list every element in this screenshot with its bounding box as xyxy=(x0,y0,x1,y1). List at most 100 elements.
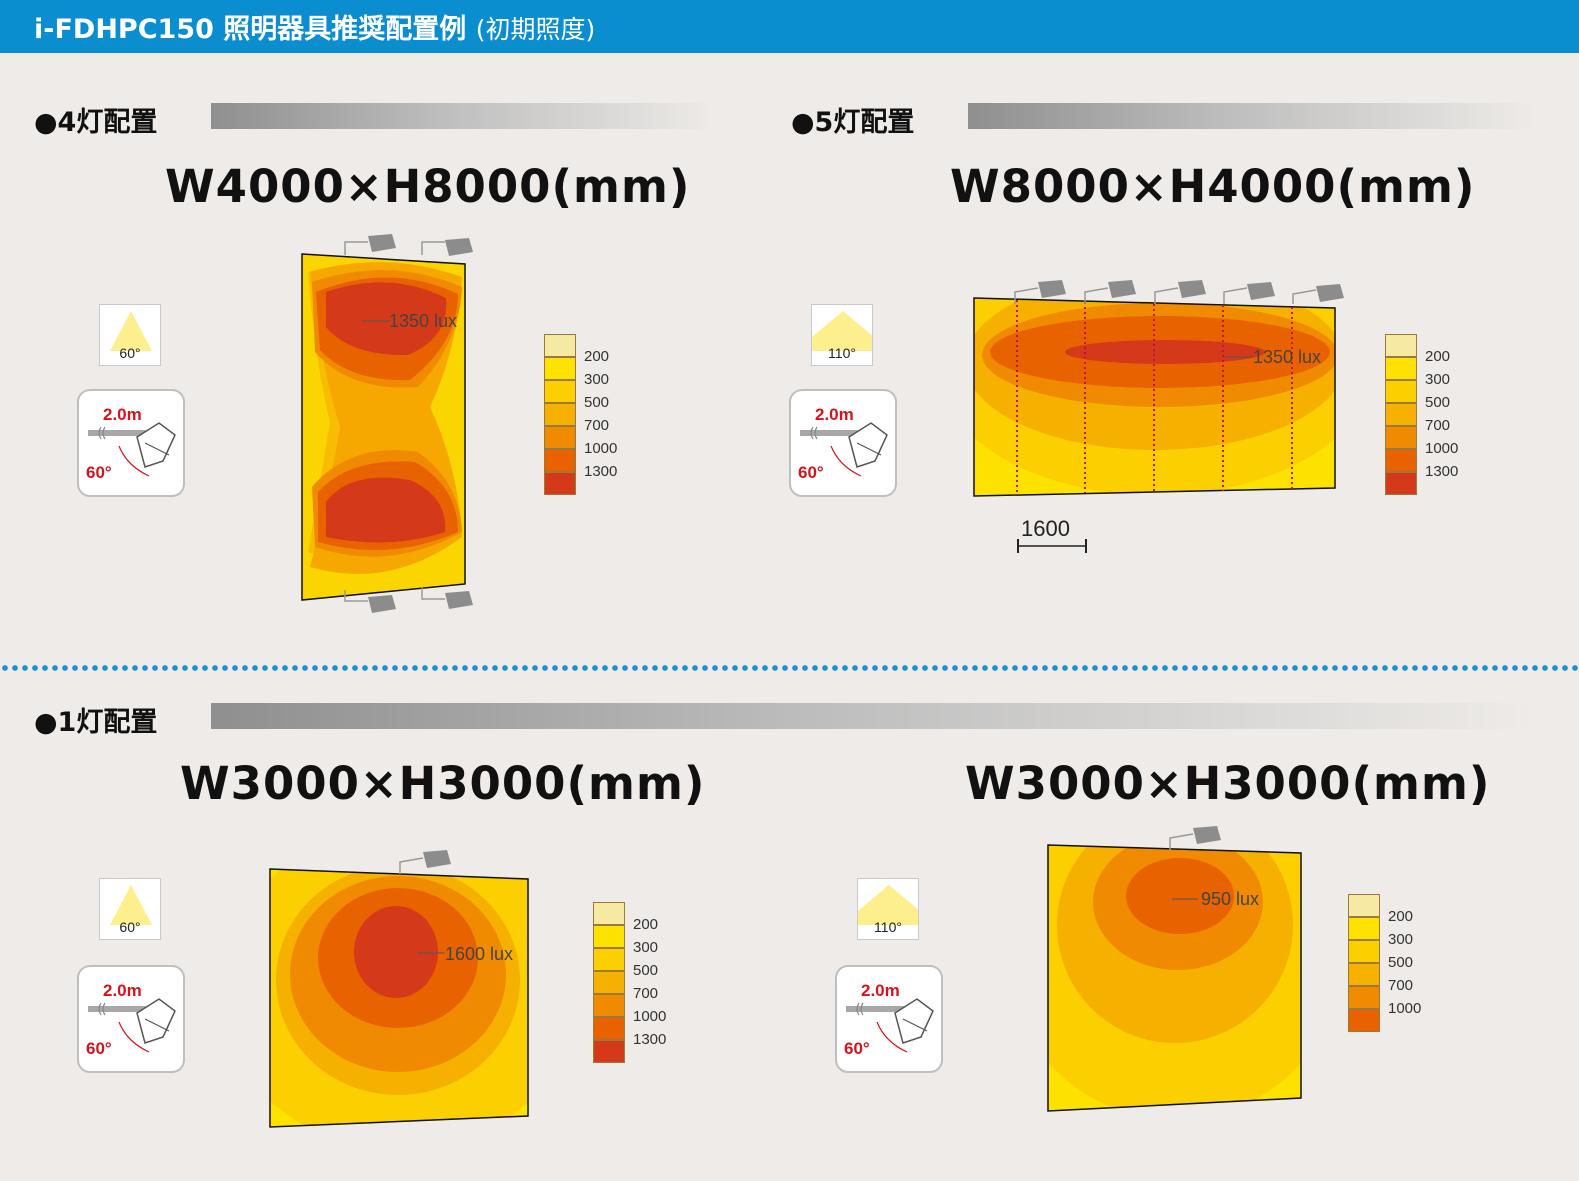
legend-swatch xyxy=(593,994,625,1017)
section-label-1-lamp: ●1灯配置 xyxy=(34,707,158,738)
legend-value: 300 xyxy=(633,939,659,956)
floodlight-mount-icon xyxy=(88,422,176,477)
mount-height-label: 2.0m xyxy=(815,405,854,424)
isolux-5-lamps xyxy=(973,297,1336,497)
legend-value: 500 xyxy=(1388,954,1414,971)
floodlight-icon xyxy=(1292,284,1344,304)
legend-swatch xyxy=(544,380,576,403)
legend-swatch xyxy=(593,1040,625,1063)
legend-swatch xyxy=(1385,403,1417,426)
beam-angle-label: 60° xyxy=(119,919,141,935)
floodlight-top-1a xyxy=(399,850,451,874)
legend-swatch xyxy=(1385,449,1417,472)
isolux-4-lamps xyxy=(301,253,466,601)
floodlight-icon xyxy=(1169,826,1221,850)
lux-leader-line xyxy=(362,320,390,322)
mount-height-label: 2.0m xyxy=(103,405,142,424)
legend-value: 1300 xyxy=(584,463,618,480)
floodlight-icon xyxy=(1084,280,1136,304)
legend-swatch xyxy=(593,902,625,925)
section-bar-5-lamps xyxy=(968,103,1536,129)
legend-swatch xyxy=(1385,426,1417,449)
legend-swatch xyxy=(544,357,576,380)
page-header: i-FDHPC150 照明器具推奨配置例 (初期照度) xyxy=(0,0,1579,53)
floodlight-icon xyxy=(421,238,473,256)
peak-lux-label-1a: 1600 lux xyxy=(445,944,514,964)
beam-angle-label: 110° xyxy=(828,345,856,361)
legend-swatch xyxy=(1385,472,1417,495)
section-divider xyxy=(0,664,1579,672)
mount-diagram-box: 2.0m 60° xyxy=(77,389,185,497)
legend-value: 700 xyxy=(1388,977,1414,994)
floodlight-icon xyxy=(1223,282,1275,304)
legend-value: 200 xyxy=(633,916,659,933)
page-title-main: i-FDHPC150 照明器具推奨配置例 xyxy=(34,14,467,45)
mount-diagram-box: 2.0m 60° xyxy=(789,389,897,497)
spacing-dimension-line xyxy=(1017,539,1087,553)
legend-value: 300 xyxy=(1388,931,1414,948)
lamp-spacing-label: 1600 xyxy=(1021,516,1070,541)
isolux-1-lamp-b xyxy=(1047,844,1302,1112)
legend-swatch xyxy=(593,925,625,948)
tilt-angle-label: 60° xyxy=(86,1039,112,1058)
floodlight-mount-icon xyxy=(88,998,176,1053)
legend-swatch xyxy=(1348,986,1380,1009)
section-label-4-lamps: ●4灯配置 xyxy=(34,107,158,138)
legend-value: 500 xyxy=(584,394,610,411)
legend-swatch xyxy=(1385,334,1417,357)
beam-angle-box: 110° xyxy=(811,304,873,366)
isolux-1-lamp-a xyxy=(269,868,529,1128)
beam-cone-icon xyxy=(858,885,918,925)
legend-swatch xyxy=(1348,963,1380,986)
floodlight-mount-icon xyxy=(846,998,934,1053)
floodlight-icon xyxy=(344,590,396,613)
peak-lux-label-4: 1350 lux xyxy=(389,311,458,331)
beam-cone-icon xyxy=(812,311,872,351)
legend-value: 200 xyxy=(1388,908,1414,925)
legend-swatch xyxy=(544,426,576,449)
legend-value: 700 xyxy=(633,985,659,1002)
legend-value: 1000 xyxy=(1425,440,1459,457)
mount-height-label: 2.0m xyxy=(861,981,900,1000)
beam-angle-box: 60° xyxy=(99,304,161,366)
legend-value: 1300 xyxy=(633,1031,667,1048)
floodlight-icon xyxy=(421,587,473,609)
dimension-1-lamp-a: W3000×H3000(mm) xyxy=(180,757,706,810)
beam-cone-icon xyxy=(110,311,152,351)
mount-diagram-box: 2.0m 60° xyxy=(835,965,943,1073)
legend-swatch xyxy=(593,971,625,994)
legend-swatch xyxy=(1348,940,1380,963)
page-title: i-FDHPC150 照明器具推奨配置例 (初期照度) xyxy=(34,7,595,46)
beam-angle-label: 60° xyxy=(119,345,141,361)
legend-swatch xyxy=(593,1017,625,1040)
legend-swatch xyxy=(1348,1009,1380,1032)
tilt-angle-label: 60° xyxy=(86,463,112,482)
legend-value: 1300 xyxy=(1425,463,1459,480)
peak-lux-label-1b: 950 lux xyxy=(1201,889,1260,909)
legend-value: 1000 xyxy=(1388,1000,1422,1017)
legend-swatch xyxy=(1385,380,1417,403)
floodlight-icon xyxy=(1014,280,1066,304)
legend-swatch xyxy=(544,472,576,495)
legend-value: 200 xyxy=(1425,348,1451,365)
floodlight-top-1b xyxy=(1169,826,1221,850)
legend-swatch xyxy=(1348,894,1380,917)
tilt-angle-label: 60° xyxy=(798,463,824,482)
floodlights-top-5 xyxy=(1014,280,1344,304)
legend-swatch xyxy=(1348,917,1380,940)
section-bar-1-lamp xyxy=(211,703,1536,729)
floodlight-mount-icon xyxy=(800,422,888,477)
beam-angle-box: 110° xyxy=(857,878,919,940)
dimension-5-lamps: W8000×H4000(mm) xyxy=(950,160,1476,213)
mount-diagram-box: 2.0m 60° xyxy=(77,965,185,1073)
dimension-4-lamps: W4000×H8000(mm) xyxy=(165,160,691,213)
legend-value: 700 xyxy=(584,417,610,434)
legend-swatch xyxy=(544,449,576,472)
section-bar-4-lamps xyxy=(211,103,716,129)
beam-angle-label: 110° xyxy=(874,919,902,935)
section-label-5-lamps: ●5灯配置 xyxy=(791,107,915,138)
legend-swatch xyxy=(1385,357,1417,380)
mount-height-label: 2.0m xyxy=(103,981,142,1000)
tilt-angle-label: 60° xyxy=(844,1039,870,1058)
beam-angle-box: 60° xyxy=(99,878,161,940)
